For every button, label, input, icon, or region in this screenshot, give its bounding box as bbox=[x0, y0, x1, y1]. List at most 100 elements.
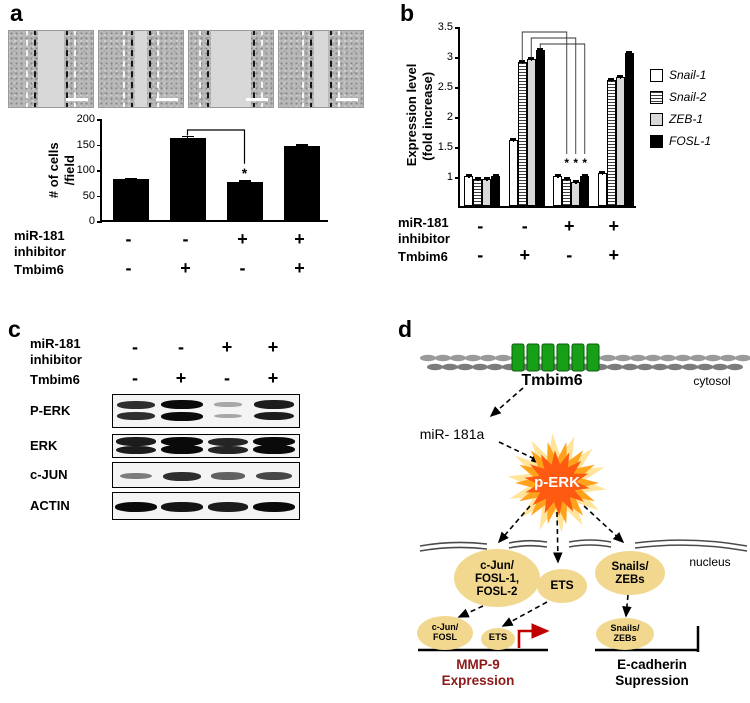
mir-181a-label: miR- 181a bbox=[419, 426, 485, 442]
snails-zebs-oval-text: Snails/ZEBs bbox=[611, 561, 649, 587]
ets-small-oval-text: ETS bbox=[488, 632, 508, 643]
error-bar bbox=[477, 177, 479, 181]
panel-b-mir181-sign: - bbox=[477, 216, 484, 236]
legend-item: FOSL-1 bbox=[650, 134, 711, 148]
blot-band bbox=[208, 445, 248, 454]
panel-a-mir181-sign: + bbox=[294, 229, 305, 249]
blot-strip bbox=[112, 434, 300, 458]
y-tick-label: 2 bbox=[446, 111, 453, 123]
blot-band bbox=[120, 472, 152, 480]
blot-band bbox=[116, 412, 156, 421]
panel-b-mir181-label: inhibitor bbox=[398, 231, 450, 246]
tmbim6-subunit bbox=[556, 343, 570, 372]
tmbim6-channel-icon bbox=[511, 343, 600, 372]
membrane-lipid bbox=[735, 354, 750, 362]
panel-a-mir181-sign: - bbox=[182, 229, 189, 249]
bar bbox=[283, 146, 320, 220]
cell-front-line bbox=[199, 31, 201, 107]
significance-star: * bbox=[582, 156, 588, 170]
panel-c-tmbim6-sign: - bbox=[132, 368, 138, 388]
plasma-membrane bbox=[420, 354, 750, 371]
panel-c-mir181-sign: - bbox=[178, 337, 184, 357]
significance-star: * bbox=[573, 156, 579, 170]
ets-oval bbox=[537, 569, 587, 603]
y-tick-mark bbox=[455, 147, 460, 149]
legend-swatch bbox=[650, 112, 663, 126]
significance-star: * bbox=[564, 156, 570, 170]
error-bar-cap bbox=[238, 180, 251, 182]
legend-label: Snail-1 bbox=[669, 68, 707, 82]
error-bar bbox=[243, 181, 246, 184]
error-bar bbox=[628, 51, 631, 55]
significance-bracket bbox=[530, 37, 577, 154]
membrane-lipid bbox=[727, 363, 743, 371]
wound-gap bbox=[211, 31, 251, 107]
blot-label: ACTIN bbox=[30, 498, 70, 513]
arrow-cjun-to-promoter bbox=[457, 605, 484, 618]
wound-edge-line bbox=[253, 31, 255, 107]
significance-bracket bbox=[539, 43, 586, 154]
tmbim6-subunit bbox=[571, 343, 585, 372]
membrane-lipid bbox=[472, 363, 488, 371]
blot-band bbox=[207, 502, 249, 512]
panel-a-bar-chart: 0 50 100 150 200 * bbox=[77, 113, 328, 227]
error-bar bbox=[468, 174, 470, 178]
y-tick-label: 200 bbox=[76, 113, 95, 125]
blot-band bbox=[211, 472, 245, 480]
y-tick-label: 2.5 bbox=[437, 81, 453, 93]
membrane-lipid bbox=[690, 354, 706, 362]
error-bar bbox=[566, 177, 568, 181]
membrane-lipid bbox=[427, 363, 443, 371]
cell-front-line bbox=[26, 31, 28, 107]
panel-a-label: a bbox=[10, 0, 23, 26]
y-tick-label: 0 bbox=[88, 215, 95, 227]
y-tick-label: 1.5 bbox=[437, 141, 453, 153]
membrane-lipid bbox=[675, 354, 691, 362]
error-bar bbox=[512, 138, 515, 142]
wound-edge-line bbox=[310, 31, 312, 107]
panel-b-ylabel-line1: Expression level bbox=[403, 63, 419, 167]
transcription-start-arrow bbox=[517, 623, 550, 648]
error-bar-cap bbox=[124, 177, 137, 180]
micrograph-1 bbox=[8, 30, 94, 108]
panel-b-bar-chart: 1 1.5 2 2.5 3 3.5 * * * bbox=[438, 21, 636, 208]
error-bar bbox=[186, 136, 189, 141]
membrane-lipid bbox=[480, 354, 496, 362]
blot-band bbox=[161, 437, 203, 447]
cjun-fosl-small-oval bbox=[417, 616, 473, 650]
y-tick-mark bbox=[455, 87, 460, 89]
blot-band bbox=[253, 400, 295, 409]
blot-band bbox=[214, 413, 242, 419]
panel-c-mir181-label: inhibitor bbox=[30, 352, 82, 367]
membrane-lipid bbox=[615, 354, 631, 362]
panel-c-mir181-sign: + bbox=[221, 337, 233, 357]
panel-a-tmbim6-sign: + bbox=[180, 258, 191, 278]
y-tick-label: 3 bbox=[446, 51, 453, 63]
membrane-lipid bbox=[487, 363, 503, 371]
panel-b-mir181-sign: + bbox=[608, 216, 620, 236]
blot-band bbox=[253, 411, 295, 421]
panel-b-label: b bbox=[400, 0, 415, 26]
blot-band bbox=[253, 437, 295, 447]
snails-zebs-oval bbox=[595, 551, 665, 595]
membrane-lipid bbox=[495, 354, 511, 362]
wound-healing-micrographs bbox=[8, 30, 364, 108]
nuclear-membrane-segment bbox=[419, 546, 488, 552]
significance-star: * bbox=[241, 164, 248, 181]
significance-bracket bbox=[186, 129, 246, 164]
membrane-lipid bbox=[652, 363, 668, 371]
legend-swatch bbox=[650, 90, 663, 104]
cjun-fosl-oval-text: c-Jun/FOSL-1, FOSL-2 bbox=[474, 560, 520, 599]
error-bar bbox=[539, 48, 542, 52]
cell-front-line bbox=[302, 31, 304, 107]
membrane-lipid bbox=[622, 363, 638, 371]
scale-bar-icon bbox=[156, 98, 178, 101]
nuclear-membrane-segment bbox=[634, 544, 748, 552]
legend-swatch bbox=[650, 134, 663, 148]
bar bbox=[112, 179, 149, 220]
legend-label: FOSL-1 bbox=[669, 134, 712, 148]
nuclear-membrane-segment bbox=[508, 539, 548, 544]
bar bbox=[169, 138, 206, 220]
membrane-lipid bbox=[442, 363, 458, 371]
membrane-lipid bbox=[720, 354, 736, 362]
